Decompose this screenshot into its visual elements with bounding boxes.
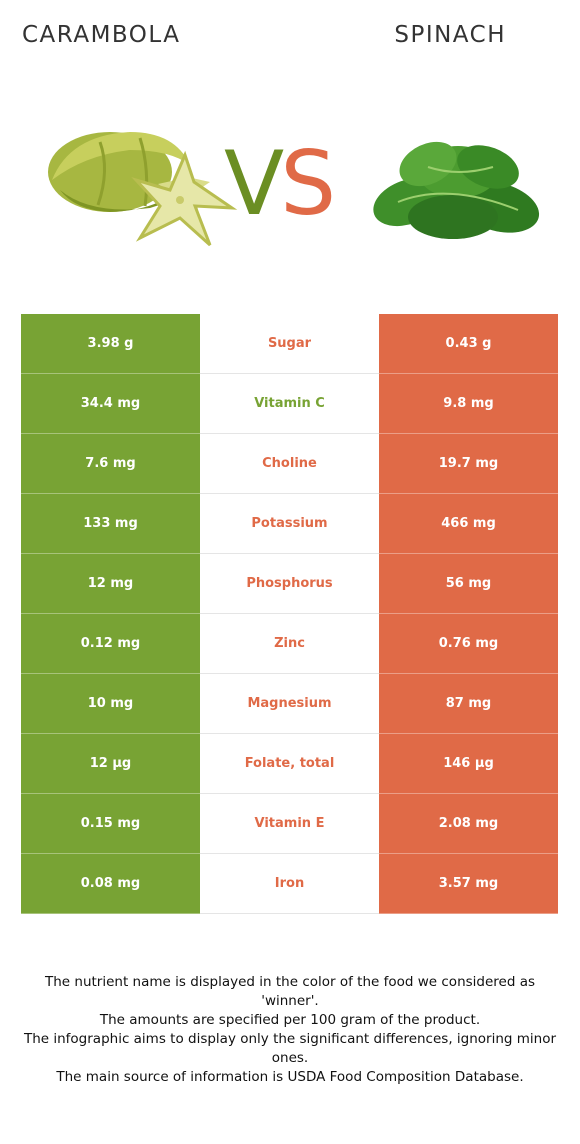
- footer-line: The amounts are specified per 100 gram o…: [99, 1012, 481, 1028]
- spinach-value: 146 µg: [379, 734, 558, 794]
- nutrient-name: Vitamin C: [200, 374, 379, 433]
- footer-line: The infographic aims to display only the…: [23, 1031, 557, 1066]
- nutrient-name: Vitamin E: [200, 794, 379, 853]
- carambola-value: 12 µg: [21, 734, 200, 794]
- carambola-value: 7.6 mg: [21, 434, 200, 494]
- table-row: 12 mg Phosphorus 56 mg: [21, 554, 558, 614]
- table-row: 3.98 g Sugar 0.43 g: [21, 314, 558, 374]
- carambola-value: 3.98 g: [21, 314, 200, 374]
- carambola-value: 133 mg: [21, 494, 200, 554]
- table-row: 10 mg Magnesium 87 mg: [21, 674, 558, 734]
- table-row: 133 mg Potassium 466 mg: [21, 494, 558, 554]
- footer-line: The nutrient name is displayed in the co…: [44, 974, 536, 1009]
- spinach-value: 2.08 mg: [379, 794, 558, 854]
- spinach-value: 0.43 g: [379, 314, 558, 374]
- carambola-value: 34.4 mg: [21, 374, 200, 434]
- carambola-image: [48, 132, 238, 247]
- carambola-value: 0.08 mg: [21, 854, 200, 914]
- spinach-value: 3.57 mg: [379, 854, 558, 914]
- table-row: 12 µg Folate, total 146 µg: [21, 734, 558, 794]
- nutrient-comparison-table: 3.98 g Sugar 0.43 g 34.4 mg Vitamin C 9.…: [21, 314, 558, 914]
- left-food-title: CARAMBOLA: [22, 22, 181, 48]
- carambola-value: 12 mg: [21, 554, 200, 614]
- footer-line: The main source of information is USDA F…: [56, 1069, 524, 1085]
- carambola-value: 0.12 mg: [21, 614, 200, 674]
- spinach-image: [373, 141, 540, 239]
- spinach-value: 9.8 mg: [379, 374, 558, 434]
- nutrient-name: Iron: [200, 854, 379, 913]
- vs-s: S: [280, 132, 336, 235]
- table-row: 0.15 mg Vitamin E 2.08 mg: [21, 794, 558, 854]
- nutrient-name: Magnesium: [200, 674, 379, 733]
- nutrient-name: Zinc: [200, 614, 379, 673]
- spinach-value: 19.7 mg: [379, 434, 558, 494]
- nutrient-name: Sugar: [200, 314, 379, 373]
- right-food-title: SPINACH: [394, 22, 506, 48]
- nutrient-name: Folate, total: [200, 734, 379, 793]
- spinach-value: 0.76 mg: [379, 614, 558, 674]
- spinach-value: 56 mg: [379, 554, 558, 614]
- carambola-value: 0.15 mg: [21, 794, 200, 854]
- table-row: 34.4 mg Vitamin C 9.8 mg: [21, 374, 558, 434]
- vs-v: V: [224, 132, 284, 235]
- spinach-value: 87 mg: [379, 674, 558, 734]
- nutrient-name: Potassium: [200, 494, 379, 553]
- vs-label: VS: [224, 134, 354, 234]
- spinach-value: 466 mg: [379, 494, 558, 554]
- footer-notes: The nutrient name is displayed in the co…: [18, 973, 562, 1087]
- carambola-value: 10 mg: [21, 674, 200, 734]
- table-row: 7.6 mg Choline 19.7 mg: [21, 434, 558, 494]
- nutrient-name: Phosphorus: [200, 554, 379, 613]
- table-row: 0.12 mg Zinc 0.76 mg: [21, 614, 558, 674]
- table-row: 0.08 mg Iron 3.57 mg: [21, 854, 558, 914]
- nutrient-name: Choline: [200, 434, 379, 493]
